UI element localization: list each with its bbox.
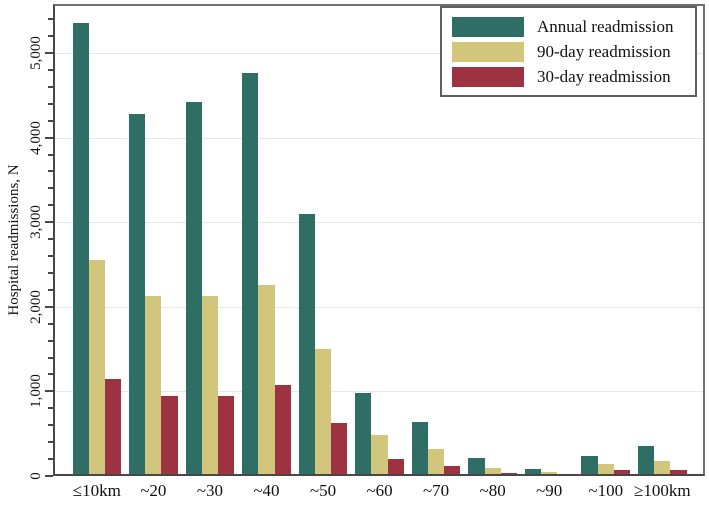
bar-90-day-3 [258, 284, 275, 476]
legend-swatch [452, 42, 524, 62]
y-major-tick [45, 136, 53, 139]
y-tick-label: 5,000 [28, 36, 44, 70]
legend-label: Annual readmission [537, 17, 674, 36]
x-tick-label: ≥100km [634, 481, 691, 500]
legend-swatch [452, 67, 524, 87]
bar-30-day-7 [500, 472, 517, 476]
gridline [53, 53, 705, 55]
y-minor-tick [48, 85, 53, 88]
bar-30-day-8 [557, 474, 574, 476]
bar-annual-2 [185, 102, 202, 476]
y-minor-tick [48, 322, 53, 325]
y-minor-tick [48, 68, 53, 71]
bar-30-day-3 [274, 384, 291, 476]
y-major-tick [45, 390, 53, 393]
bar-30-day-1 [161, 395, 178, 476]
bar-90-day-8 [541, 472, 558, 476]
y-minor-tick [48, 170, 53, 173]
bar-30-day-2 [218, 395, 235, 476]
legend: Annual readmission 90-day readmission 30-d… [440, 6, 697, 97]
bar-annual-6 [411, 421, 428, 476]
y-minor-tick [48, 288, 53, 291]
y-minor-tick [48, 18, 53, 21]
legend-label: 90-day readmission [537, 42, 671, 61]
bar-90-day-0 [88, 260, 105, 476]
y-tick-label: 4,000 [28, 120, 44, 155]
y-minor-tick [48, 102, 53, 105]
bar-annual-8 [524, 469, 542, 476]
bar-90-day-5 [371, 434, 388, 476]
bar-30-day-5 [387, 459, 404, 476]
x-tick-label: ~60 [366, 481, 393, 500]
x-tick-label: ~70 [422, 481, 450, 500]
y-major-tick [45, 52, 53, 55]
x-tick-label: ~100 [588, 481, 624, 500]
bar-annual-5 [355, 393, 372, 476]
bar-90-day-6 [428, 448, 445, 476]
bar-30-day-9 [613, 470, 631, 476]
bar-30-day-0 [104, 378, 122, 476]
x-tick-label: ~50 [309, 481, 337, 500]
y-tick-label: 3,000 [28, 205, 44, 240]
legend-label: 30-day readmission [537, 67, 671, 86]
y-minor-tick [48, 35, 53, 38]
bar-90-day-9 [597, 464, 614, 476]
bar-30-day-6 [444, 465, 461, 476]
bar-30-day-4 [331, 422, 348, 476]
x-tick-label: ~90 [536, 481, 563, 500]
y-tick-label: 2,000 [28, 289, 44, 324]
y-minor-tick [48, 356, 53, 359]
y-tick-label: 0 [28, 472, 44, 480]
x-tick-label: ~80 [479, 481, 506, 500]
bar-annual-7 [468, 458, 485, 476]
bar-annual-1 [129, 113, 146, 476]
bar-90-day-1 [145, 295, 162, 476]
bar-90-day-7 [484, 467, 501, 476]
bar-annual-3 [242, 73, 259, 476]
gridline [53, 222, 705, 224]
x-tick-label: ≤10km [72, 481, 121, 500]
bar-30-day-10 [670, 469, 687, 476]
bar-annual-9 [581, 455, 598, 476]
y-minor-tick [48, 238, 53, 241]
y-minor-tick [48, 441, 53, 444]
y-major-tick [45, 221, 53, 224]
gridline [53, 391, 705, 393]
y-minor-tick [48, 373, 53, 376]
y-minor-tick [48, 424, 53, 427]
y-minor-tick [48, 458, 53, 461]
bar-90-day-10 [654, 460, 671, 476]
gridline [53, 137, 705, 139]
x-tick-label: ~30 [196, 481, 223, 500]
x-tick-label: ~40 [253, 481, 280, 500]
y-minor-tick [48, 407, 53, 410]
bar-annual-0 [72, 23, 89, 476]
y-minor-tick [48, 339, 53, 342]
y-major-tick [45, 475, 53, 477]
bar-90-day-2 [201, 295, 218, 476]
y-minor-tick [48, 153, 53, 156]
legend-swatch [452, 17, 524, 37]
y-minor-tick [48, 119, 53, 122]
y-minor-tick [48, 204, 53, 207]
bar-90-day-4 [314, 349, 332, 476]
y-minor-tick [48, 255, 53, 258]
y-axis-title: Hospital readmissions, N [6, 164, 22, 316]
gridline [53, 306, 705, 308]
legend-item-annual: Annual readmission [452, 17, 685, 37]
bar-annual-4 [298, 213, 315, 476]
y-major-tick [45, 305, 53, 308]
legend-item-90-day: 90-day readmission [452, 42, 685, 62]
y-minor-tick [48, 187, 53, 190]
y-tick-label: 1,000 [28, 374, 44, 409]
x-tick-label: ~20 [140, 481, 167, 500]
legend-item-30-day: 30-day readmission [452, 67, 685, 87]
y-minor-tick [48, 271, 53, 274]
bar-annual-10 [638, 446, 655, 476]
